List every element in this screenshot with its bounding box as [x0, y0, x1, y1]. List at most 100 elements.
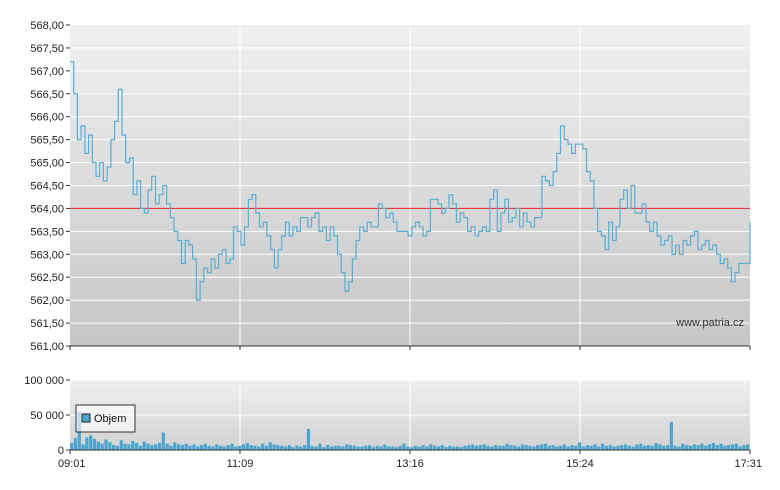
price-y-tick-label: 568,00: [30, 20, 64, 32]
volume-bar: [89, 435, 93, 450]
volume-bar: [524, 445, 528, 450]
volume-bar: [681, 443, 685, 450]
volume-bar: [746, 444, 750, 450]
volume-bar: [410, 447, 414, 450]
price-y-tick-label: 563,00: [30, 249, 64, 261]
volume-bar: [184, 443, 188, 450]
volume-bar: [452, 446, 456, 450]
volume-bar: [467, 445, 471, 450]
volume-bar: [448, 445, 452, 450]
volume-bar: [516, 446, 521, 450]
volume-bar: [643, 445, 647, 450]
volume-bar: [654, 443, 658, 450]
volume-bar: [715, 445, 719, 450]
volume-bar: [742, 445, 746, 450]
volume-bar: [364, 445, 368, 450]
volume-bar: [245, 443, 249, 450]
volume-bar: [230, 443, 234, 450]
volume-bar: [131, 440, 135, 450]
volume-bar: [551, 445, 555, 450]
price-x-ticks: [69, 346, 751, 350]
volume-bar: [371, 447, 376, 450]
volume-bar: [711, 443, 716, 450]
volume-bar: [383, 444, 387, 450]
volume-bar: [394, 447, 398, 450]
volume-bar: [85, 437, 89, 450]
volume-bar: [421, 445, 425, 450]
volume-bar: [520, 444, 525, 450]
volume-bar: [471, 444, 475, 450]
volume-bar: [436, 446, 440, 450]
volume-bar: [482, 444, 486, 450]
volume-bar: [738, 446, 742, 450]
volume-bar: [398, 445, 402, 450]
volume-bar: [173, 442, 177, 450]
volume-bar: [81, 444, 85, 450]
x-tick-label: 17:31: [734, 458, 762, 470]
price-y-tick-label: 564,50: [30, 181, 64, 193]
volume-bar: [341, 446, 345, 450]
volume-bar: [730, 444, 735, 450]
x-tick-label: 09:01: [58, 458, 86, 470]
volume-bar: [203, 443, 207, 450]
volume-bar: [486, 445, 490, 450]
volume-bar: [558, 445, 563, 450]
volume-bar: [490, 446, 494, 450]
volume-bar: [303, 445, 307, 450]
volume-bar: [276, 445, 280, 450]
volume-bar: [539, 444, 544, 450]
volume-bar: [417, 446, 421, 450]
volume-bar: [165, 443, 169, 450]
x-tick-label: 11:09: [227, 458, 254, 470]
price-y-ticks: 568,00 567,50 567,00 566,50 566,00 565,50 565,…: [30, 20, 70, 353]
volume-bar: [318, 443, 322, 450]
volume-bar: [161, 432, 165, 450]
price-y-tick-label: 562,00: [30, 295, 64, 307]
volume-bar: [444, 447, 448, 450]
price-y-tick-label: 566,50: [30, 89, 64, 101]
price-y-tick-label: 566,00: [30, 112, 64, 124]
price-y-tick-label: 561,50: [30, 318, 64, 330]
volume-bar: [662, 445, 666, 450]
volume-legend: Objem: [75, 404, 136, 433]
volume-bar: [215, 444, 219, 450]
volume-bar: [688, 445, 693, 450]
volume-bar: [425, 446, 429, 450]
volume-bar: [704, 445, 708, 450]
volume-bar: [509, 445, 513, 450]
volume-bar: [138, 445, 142, 450]
volume-bar: [306, 429, 311, 450]
volume-bars: [70, 412, 750, 450]
volume-bar: [635, 444, 639, 450]
volume-bar: [723, 445, 727, 450]
volume-bar: [585, 445, 589, 450]
volume-bar: [134, 443, 139, 450]
volume-bar: [119, 440, 123, 450]
volume-bar: [700, 443, 704, 450]
volume-bar: [612, 446, 616, 450]
volume-bar: [272, 444, 276, 450]
volume-bar: [390, 446, 395, 450]
legend-label: Objem: [94, 413, 126, 425]
volume-bar: [92, 438, 97, 450]
volume-bar: [707, 444, 712, 450]
volume-bar: [685, 445, 689, 450]
volume-bar: [238, 445, 242, 450]
volume-bar: [283, 446, 288, 450]
volume-bar: [379, 446, 383, 450]
volume-bar: [570, 445, 574, 450]
volume-bar: [669, 422, 673, 450]
volume-bar: [494, 445, 498, 450]
volume-bar: [719, 443, 723, 450]
volume-bar: [566, 446, 570, 450]
volume-bar: [402, 443, 406, 450]
volume-bar: [333, 445, 337, 450]
price-line: [70, 61, 751, 301]
x-tick-label: 15:24: [566, 458, 594, 470]
volume-bar: [528, 445, 532, 450]
volume-bar: [104, 439, 108, 450]
volume-bar: [639, 443, 643, 450]
volume-bar: [501, 445, 505, 450]
volume-bar: [387, 446, 391, 450]
